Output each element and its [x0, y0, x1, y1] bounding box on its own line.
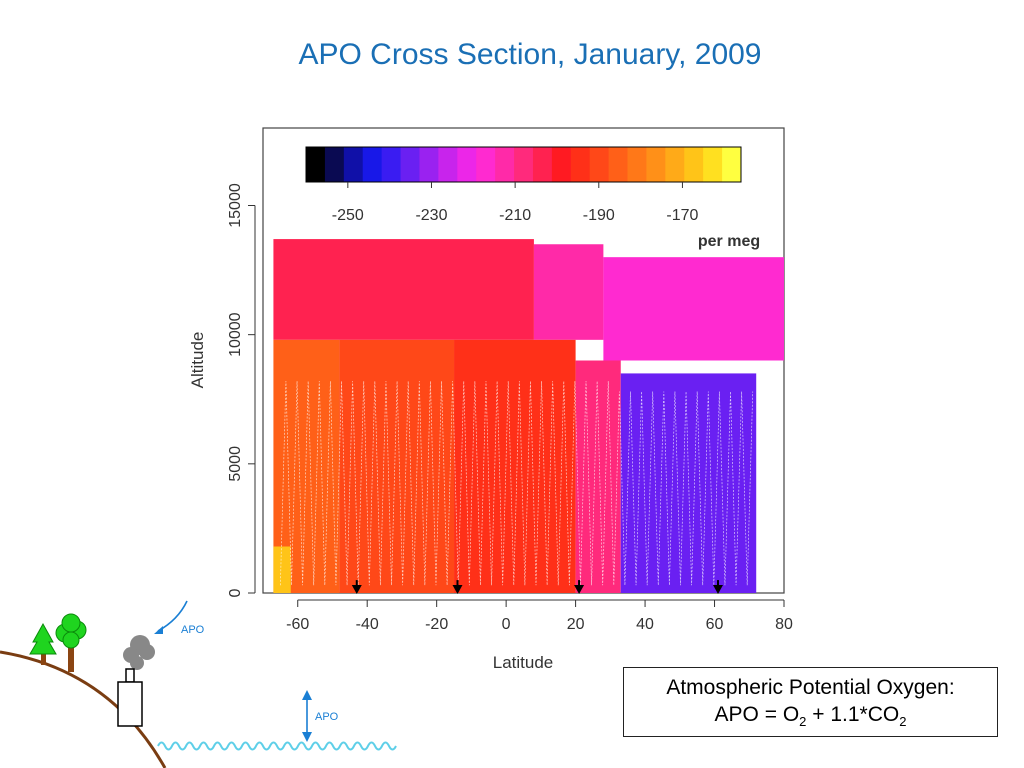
heatmap-region — [273, 546, 291, 593]
colorbar-swatch — [722, 147, 742, 182]
colorbar-swatch — [684, 147, 704, 182]
apo-definition-line1: Atmospheric Potential Oxygen: — [666, 676, 955, 699]
heatmap-region — [603, 257, 784, 361]
y-tick-label: 5000 — [227, 446, 244, 482]
flight-marker-arrow-icon — [351, 580, 362, 594]
x-tick-label: 40 — [636, 616, 654, 633]
y-tick-label: 10000 — [227, 312, 244, 357]
flight-track-lines — [280, 381, 754, 586]
colorbar-swatch — [306, 147, 326, 182]
factory-smoke-icon — [123, 635, 155, 670]
colorbar-swatch — [495, 147, 515, 182]
x-tick-label: -40 — [356, 616, 379, 633]
colorbar-swatch — [665, 147, 685, 182]
apo-flux-label-bottom: APO — [315, 711, 339, 723]
colorbar-tick-label: -210 — [499, 207, 531, 224]
apo-flux-arrowhead — [154, 626, 163, 634]
colorbar-swatch — [476, 147, 496, 182]
colorbar-tick-label: -170 — [666, 207, 698, 224]
y-tick-label: 0 — [227, 588, 244, 597]
heatmap-region — [575, 360, 621, 593]
ocean-flux-arrow-icon — [302, 690, 312, 742]
colorbar-swatch — [589, 147, 610, 182]
y-axis: 0 5000 10000 15000 — [227, 183, 256, 597]
colorbar-swatch — [703, 147, 723, 182]
colorbar-unit-label: per meg — [698, 233, 760, 250]
colorbar-swatch — [608, 147, 629, 182]
colorbar-swatch — [532, 147, 553, 182]
colorbar-swatch — [551, 147, 572, 182]
heatmap-layer — [273, 239, 784, 593]
apo-flux-label-top: APO — [181, 624, 205, 636]
x-tick-label: 0 — [502, 616, 511, 633]
colorbar-swatch — [438, 147, 458, 182]
flight-marker-arrow-icon — [574, 580, 585, 594]
x-tick-label: -20 — [425, 616, 448, 633]
colorbar-swatch — [324, 147, 345, 182]
colorbar-swatch — [627, 147, 647, 182]
earth-illustration: APO APO — [0, 600, 397, 768]
apo-definition-box: Atmospheric Potential Oxygen: APO = O2 +… — [623, 667, 998, 737]
colorbar-swatch — [400, 147, 420, 182]
colorbar-swatch — [646, 147, 666, 182]
pine-tree-icon — [29, 622, 57, 665]
apo-definition-line2: APO = O2 + 1.1*CO2 — [714, 703, 907, 730]
flight-marker-arrow-icon — [452, 580, 463, 594]
colorbar-swatch — [381, 147, 402, 182]
heatmap-region — [454, 339, 576, 593]
earth-surface-curve — [0, 650, 167, 768]
x-axis-label: Latitude — [493, 653, 554, 672]
flight-marker-arrow-icon — [713, 580, 724, 594]
deciduous-tree-icon — [55, 613, 87, 672]
y-axis-label: Altitude — [188, 332, 207, 389]
x-tick-label: 60 — [706, 616, 724, 633]
x-tick-label: 20 — [567, 616, 585, 633]
colorbar-swatch — [570, 147, 591, 182]
y-tick-label: 15000 — [227, 183, 244, 228]
x-tick-label: -60 — [286, 616, 309, 633]
colorbar-tick-label: -250 — [332, 207, 364, 224]
factory-chimney-icon — [117, 668, 143, 727]
colorbar-swatch — [419, 147, 439, 182]
x-tick-label: 80 — [775, 616, 793, 633]
colorbar: -250 -230 -210 -190 -170 — [305, 146, 742, 224]
slide-title: APO Cross Section, January, 2009 — [298, 38, 762, 71]
heatmap-region — [533, 244, 604, 340]
colorbar-swatch — [343, 147, 364, 182]
colorbar-swatch — [457, 147, 477, 182]
x-axis: -60 -40 -20 0 20 40 60 80 — [286, 599, 793, 633]
colorbar-swatch — [514, 147, 534, 182]
colorbar-tick-label: -190 — [583, 207, 615, 224]
ocean-wave-icon — [157, 741, 397, 751]
heatmap-region — [273, 239, 534, 340]
flight-marker-layer — [351, 580, 724, 594]
colorbar-swatch — [362, 147, 383, 182]
heatmap-region — [339, 339, 455, 593]
colorbar-tick-label: -230 — [415, 207, 447, 224]
